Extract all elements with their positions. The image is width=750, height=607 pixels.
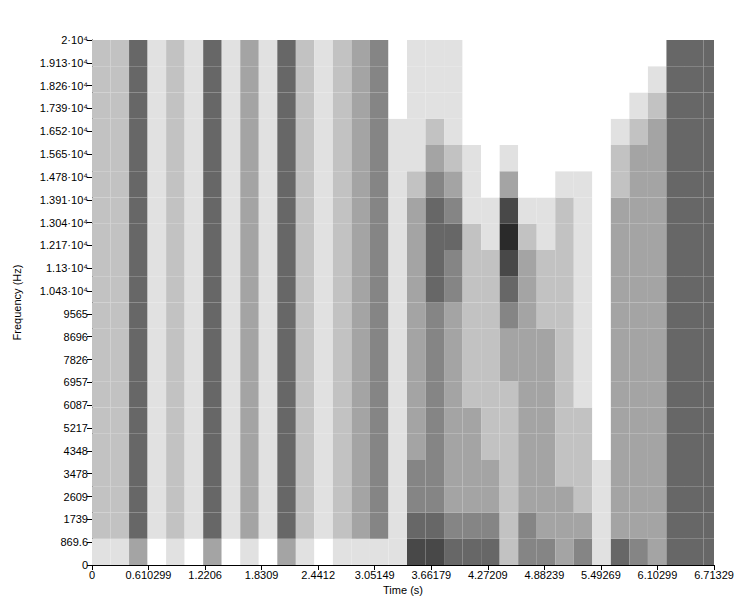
svg-text:6957: 6957	[64, 376, 88, 388]
svg-text:869.6: 869.6	[60, 536, 88, 548]
svg-text:1.739·10⁴: 1.739·10⁴	[40, 102, 88, 114]
svg-text:2609: 2609	[64, 491, 88, 503]
svg-text:5217: 5217	[64, 422, 88, 434]
svg-text:6.10299: 6.10299	[638, 569, 678, 581]
svg-text:4348: 4348	[64, 445, 88, 457]
svg-text:0.610299: 0.610299	[126, 569, 172, 581]
svg-text:1.652·10⁴: 1.652·10⁴	[40, 125, 88, 137]
svg-text:1.13·10⁴: 1.13·10⁴	[46, 262, 88, 274]
svg-text:4.27209: 4.27209	[468, 569, 508, 581]
svg-text:3.05149: 3.05149	[355, 569, 395, 581]
svg-text:8696: 8696	[64, 331, 88, 343]
svg-text:Time (s): Time (s)	[383, 584, 423, 596]
svg-text:1.391·10⁴: 1.391·10⁴	[40, 194, 88, 206]
svg-text:1.304·10⁴: 1.304·10⁴	[40, 217, 88, 229]
svg-text:3.66179: 3.66179	[411, 569, 451, 581]
svg-text:1.2206: 1.2206	[188, 569, 222, 581]
svg-text:Frequency (Hz): Frequency (Hz)	[11, 265, 23, 341]
svg-text:1.8309: 1.8309	[245, 569, 279, 581]
svg-text:0: 0	[82, 559, 88, 571]
svg-text:1.913·10⁴: 1.913·10⁴	[40, 57, 88, 69]
svg-text:3478: 3478	[64, 468, 88, 480]
svg-text:1.478·10⁴: 1.478·10⁴	[40, 171, 88, 183]
svg-text:1.565·10⁴: 1.565·10⁴	[40, 148, 88, 160]
svg-text:1.217·10⁴: 1.217·10⁴	[40, 239, 88, 251]
svg-text:5.49269: 5.49269	[581, 569, 621, 581]
svg-text:7826: 7826	[64, 354, 88, 366]
svg-text:1739: 1739	[64, 513, 88, 525]
svg-text:2.4412: 2.4412	[301, 569, 335, 581]
svg-text:6.71329: 6.71329	[694, 569, 734, 581]
svg-text:2·10⁴: 2·10⁴	[61, 34, 88, 46]
svg-text:1.043·10⁴: 1.043·10⁴	[40, 285, 88, 297]
svg-text:0: 0	[89, 569, 95, 581]
svg-text:4.88239: 4.88239	[524, 569, 564, 581]
svg-text:6087: 6087	[64, 399, 88, 411]
svg-text:9565: 9565	[64, 308, 88, 320]
svg-text:1.826·10⁴: 1.826·10⁴	[40, 80, 88, 92]
